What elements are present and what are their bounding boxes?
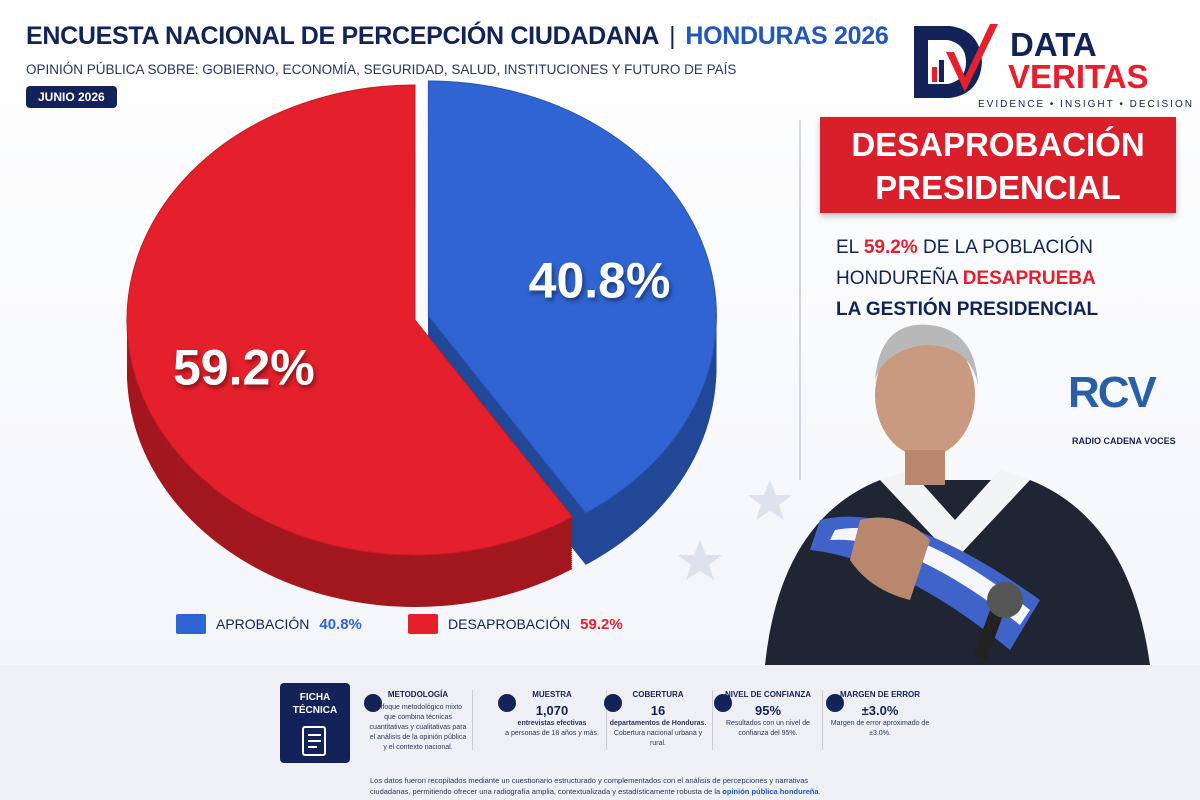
statement-text: EL (836, 237, 864, 258)
ficha-label: TÉCNICA (292, 705, 338, 716)
item-icon (604, 694, 622, 712)
legend-label: DESAPROBACIÓN (448, 616, 571, 632)
legend-swatch (176, 614, 206, 634)
item-figure: ±3.0% (861, 703, 899, 718)
ficha-item: NIVEL DE CONFIANZA 95% Resultados con un n… (718, 690, 818, 739)
statement-text: DE LA POBLACIÓN (917, 237, 1093, 258)
footer-bold: opinión pública hondureña (722, 787, 819, 796)
item-bold: entrevistas efectivas (517, 720, 587, 727)
item-title: METODOLOGÍA (387, 690, 449, 699)
item-divider (712, 690, 713, 750)
title: ENCUESTA NACIONAL DE PERCEPCIÓN CIUDADAN… (26, 22, 889, 50)
subtitle: OPINIÓN PÚBLICA SOBRE: GOBIERNO, ECONOMÍ… (26, 62, 737, 77)
callout-title: PRESIDENCIAL (875, 169, 1121, 206)
item-text: Enfoque metodológico mixto que combina t… (369, 704, 467, 751)
ficha-badge: FICHA TÉCNICA (280, 683, 350, 763)
ficha-item: METODOLOGÍA Enfoque metodológico mixto qu… (368, 690, 468, 753)
slice-label: 40.8% (529, 253, 671, 309)
item-text: Resultados con un nivel de confianza del… (725, 720, 811, 737)
item-text: Margen de error aproximado de ±3.0%. (830, 720, 930, 737)
legend-item: DESAPROBACIÓN 59.2% (408, 614, 623, 634)
item-icon (498, 694, 516, 712)
decor (678, 120, 1150, 665)
date-badge: JUNIO 2026 (26, 86, 117, 108)
broadcaster-name: RADIO CADENA VOCES (1072, 436, 1176, 446)
info-panel (0, 665, 1200, 800)
legend-value: 59.2% (580, 615, 623, 633)
item-figure: 1,070 (535, 703, 569, 718)
item-icon (714, 694, 732, 712)
statement: EL 59.2% DE LA POBLACIÓN HONDUREÑA DESAP… (836, 232, 1098, 325)
pie: 40.8% 59.2% (126, 80, 717, 607)
item-bold: departamentos de Honduras. (609, 720, 707, 727)
footer-text: Los datos fueron recopilados mediante un… (370, 776, 809, 796)
statement-text: HONDUREÑA (836, 268, 963, 289)
legend-value: 40.8% (319, 615, 362, 633)
item-figure: 95% (754, 703, 782, 718)
item-divider (472, 690, 473, 750)
ficha-label: FICHA (299, 692, 331, 703)
item-title: NIVEL DE CONFIANZA (724, 690, 812, 699)
logo-mark (910, 22, 1000, 102)
ficha-item: COBERTURA 16 departamentos de Honduras. Cob… (608, 690, 708, 749)
item-text: Cobertura nacional urbana y rural. (613, 730, 703, 747)
statement-text: LA GESTIÓN PRESIDENCIAL (836, 299, 1099, 320)
item-divider (606, 690, 607, 750)
statement-emphasis: DESAPRUEBA (962, 268, 1096, 289)
legend-label: APROBACIÓN (216, 616, 310, 632)
logo-tagline: EVIDENCE • INSIGHT • DECISION (978, 99, 1194, 110)
title-text: ENCUESTA NACIONAL DE PERCEPCIÓN CIUDADAN… (26, 22, 660, 50)
broadcaster-logo: RCV (1068, 368, 1157, 417)
ficha-item: MARGEN DE ERROR ±3.0% Margen de error apro… (830, 690, 930, 739)
legend-item: APROBACIÓN 40.8% (176, 614, 362, 634)
item-icon (826, 694, 844, 712)
slice (126, 84, 574, 556)
item-figure: 16 (650, 703, 666, 718)
item-icon (364, 694, 382, 712)
logo-line1: DATA (1010, 26, 1097, 63)
title-highlight: HONDURAS 2026 (685, 22, 889, 50)
logo-line2: VERITAS (1008, 58, 1149, 95)
slice-label: 59.2% (173, 340, 315, 396)
item-title: COBERTURA (632, 690, 684, 699)
footer-end: . (818, 787, 821, 796)
ficha-item: MUESTRA 1,070 entrevistas efectivas a perso… (502, 690, 602, 739)
legend-swatch (408, 614, 438, 634)
statement-figure: 59.2% (863, 237, 918, 258)
callout-box: DESAPROBACIÓN PRESIDENCIAL (820, 117, 1176, 213)
item-text: a personas de 18 años y más. (505, 730, 599, 737)
item-title: MUESTRA (532, 690, 572, 699)
item-title: MARGEN DE ERROR (839, 690, 920, 699)
slice (427, 80, 717, 514)
footer-note: Los datos fueron recopilados mediante un… (370, 775, 850, 797)
item-divider (822, 690, 823, 750)
callout-title: DESAPROBACIÓN (851, 126, 1145, 163)
